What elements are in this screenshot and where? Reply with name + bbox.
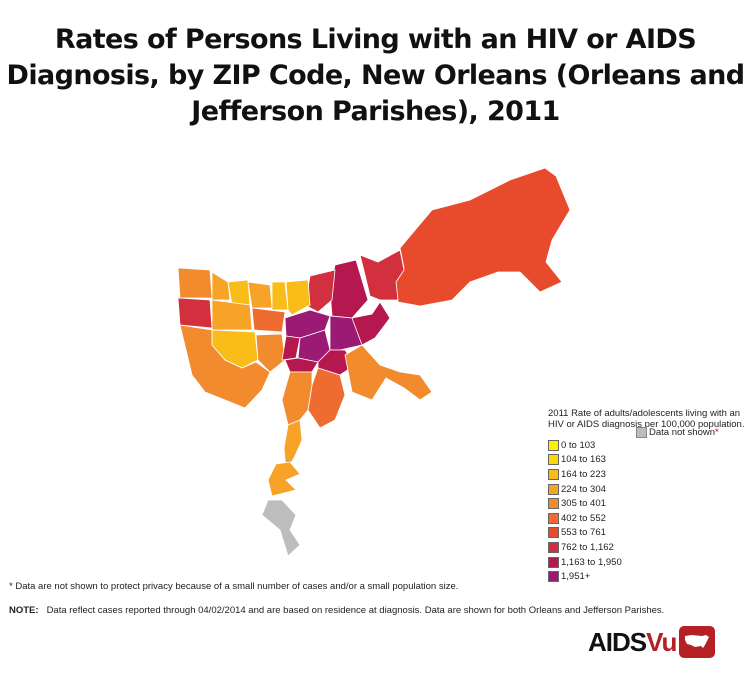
legend-label: Data not shown [649, 427, 716, 438]
zip-region [307, 367, 346, 429]
footnote: * Data are not shown to protect privacy … [9, 581, 459, 592]
legend-item: 553 to 761 [548, 526, 748, 541]
legend: 2011 Rate of adults/adolescents living w… [548, 408, 748, 584]
zip-region [177, 297, 213, 329]
map-title: Rates of Persons Living with an HIV or A… [6, 24, 746, 127]
legend-item: 104 to 163 [548, 453, 748, 468]
legend-swatch [548, 468, 559, 480]
legend-label: 104 to 163 [561, 454, 606, 466]
zip-region [283, 419, 303, 472]
us-map-icon [679, 626, 716, 658]
zip-region [359, 249, 405, 301]
legend-label: 305 to 401 [561, 498, 606, 510]
legend-item: 402 to 552 [548, 511, 748, 526]
legend-label: 762 to 1,162 [561, 541, 614, 553]
legend-swatch [548, 571, 559, 583]
legend-label: 164 to 223 [561, 468, 606, 480]
zip-region [271, 281, 289, 311]
zip-region [211, 271, 231, 301]
legend-label: 402 to 552 [561, 512, 606, 524]
legend-swatch [548, 512, 559, 524]
zip-region [395, 167, 571, 307]
logo-text: AIDSVu [588, 626, 677, 658]
note-label: NOTE: [9, 605, 39, 616]
zip-region [255, 333, 286, 373]
legend-label: 0 to 103 [561, 439, 596, 451]
asterisk: * [715, 427, 719, 438]
legend-swatch [636, 427, 647, 438]
note-text: Data reflect cases reported through 04/0… [46, 605, 665, 616]
zip-region [177, 267, 213, 299]
zip-region [227, 279, 251, 306]
zip-region [261, 499, 301, 557]
legend-item: 1,163 to 1,950 [548, 555, 748, 570]
legend-item-not-shown: Data not shown * [636, 427, 719, 438]
legend-item: 0 to 103 [548, 438, 748, 453]
legend-title: 2011 Rate of adults/adolescents living w… [548, 408, 745, 430]
zip-region [281, 371, 313, 426]
zip-region [329, 259, 369, 319]
zip-region [267, 461, 301, 497]
zip-region [281, 335, 301, 361]
legend-item: 224 to 304 [548, 482, 748, 497]
logo-text-a: AIDS [588, 626, 647, 657]
legend-swatch [548, 439, 559, 451]
zip-region [285, 279, 311, 316]
note: NOTE: Data reflect cases reported through… [9, 605, 664, 616]
legend-item: 305 to 401 [548, 496, 748, 511]
legend-swatch [548, 483, 559, 495]
logo-text-b: Vu [646, 626, 677, 657]
legend-item: 1,951+ [548, 569, 748, 584]
legend-label: 224 to 304 [561, 483, 606, 495]
legend-swatch [548, 541, 559, 553]
legend-swatch [548, 498, 559, 510]
zip-region [247, 281, 273, 309]
legend-item: 762 to 1,162 [548, 540, 748, 555]
legend-label: 1,951+ [561, 571, 591, 583]
aidsvu-logo: AIDSVu [588, 626, 716, 658]
zip-region [251, 307, 286, 333]
legend-swatch [548, 527, 559, 539]
zip-region [211, 299, 253, 331]
legend-swatch [548, 454, 559, 466]
legend-swatch [548, 556, 559, 568]
zip-region [284, 357, 319, 373]
legend-item: 164 to 223 [548, 467, 748, 482]
legend-label: 553 to 761 [561, 527, 606, 539]
zip-region [344, 344, 433, 401]
legend-items: 0 to 103 104 to 163 164 to 223 224 to 304 30… [548, 438, 748, 584]
legend-label: 1,163 to 1,950 [561, 556, 622, 568]
